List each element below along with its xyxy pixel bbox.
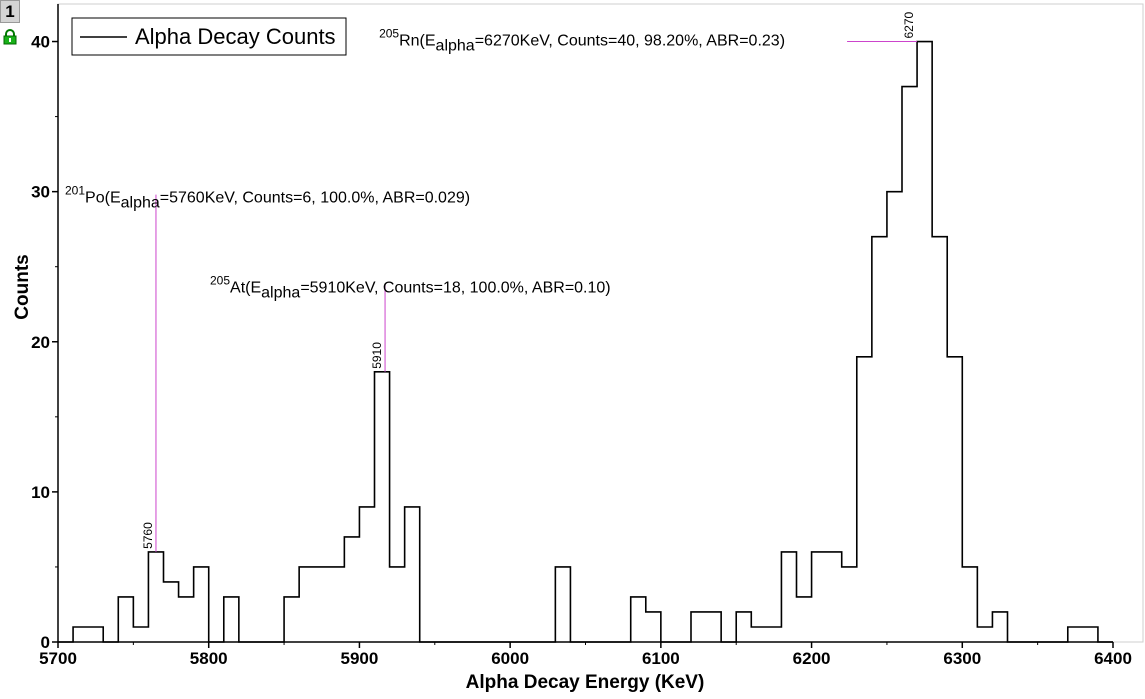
label-prefix: (E [420, 33, 436, 50]
isotope-element: Rn [399, 33, 419, 50]
lock-icon[interactable] [2, 29, 18, 45]
y-tick-label: 20 [31, 333, 50, 352]
label-detail: =6270KeV, Counts=40, 98.20%, ABR=0.23) [475, 33, 785, 50]
histogram-series-line [58, 40, 1113, 643]
x-tick-label: 6000 [491, 649, 529, 668]
y-axis-label: Counts [12, 254, 33, 319]
x-tick-label: 5800 [190, 649, 228, 668]
label-prefix: (E [245, 280, 261, 297]
x-tick-label: 6200 [793, 649, 831, 668]
y-tick-label: 10 [31, 483, 50, 502]
legend-label: Alpha Decay Counts [135, 24, 336, 49]
peak-energy-tag: 6270 [902, 12, 916, 39]
label-detail: =5910KeV, Counts=18, 100.0%, ABR=0.10) [300, 280, 610, 297]
x-tick-label: 5900 [341, 649, 379, 668]
x-tick-label: 6100 [642, 649, 680, 668]
x-axis: 5700 5800 5900 6000 6100 6200 6300 6400 [39, 642, 1132, 668]
isotope-mass-number: 201 [65, 184, 85, 198]
label-subscript: alpha [436, 38, 475, 55]
isotope-element: At [230, 280, 246, 297]
y-axis: 0 10 20 30 40 [31, 33, 58, 652]
label-prefix: (E [105, 190, 121, 207]
label-detail: =5760KeV, Counts=6, 100.0%, ABR=0.029) [160, 190, 470, 207]
isotope-mass-number: 205 [210, 274, 230, 288]
x-tick-label: 6400 [1094, 649, 1132, 668]
peak-energy-tag: 5910 [370, 342, 384, 369]
isotope-element: Po [85, 190, 105, 207]
y-tick-label: 30 [31, 183, 50, 202]
label-subscript: alpha [261, 285, 300, 302]
x-axis-label: Alpha Decay Energy (KeV) [466, 672, 705, 693]
peak-label: 205At(Ealpha=5910KeV, Counts=18, 100.0%,… [210, 274, 611, 302]
x-tick-label: 6300 [943, 649, 981, 668]
peak-energy-tag: 5760 [141, 522, 155, 549]
legend[interactable]: Alpha Decay Counts [71, 17, 347, 56]
peak-annotation-at: 5910 205At(Ealpha=5910KeV, Counts=18, 100… [210, 274, 611, 372]
peak-label: 205Rn(Ealpha=6270KeV, Counts=40, 98.20%,… [379, 27, 785, 55]
peak-annotation-rn: 6270 205Rn(Ealpha=6270KeV, Counts=40, 98.… [379, 12, 918, 55]
peak-label: 201Po(Ealpha=5760KeV, Counts=6, 100.0%, … [65, 184, 470, 212]
y-tick-label: 40 [31, 33, 50, 52]
plot-area [57, 3, 1144, 643]
y-tick-label: 0 [41, 633, 50, 652]
x-tick-label: 5700 [39, 649, 77, 668]
isotope-mass-number: 205 [379, 27, 399, 41]
label-subscript: alpha [121, 195, 160, 212]
layer-number-badge[interactable]: 1 [0, 0, 20, 23]
